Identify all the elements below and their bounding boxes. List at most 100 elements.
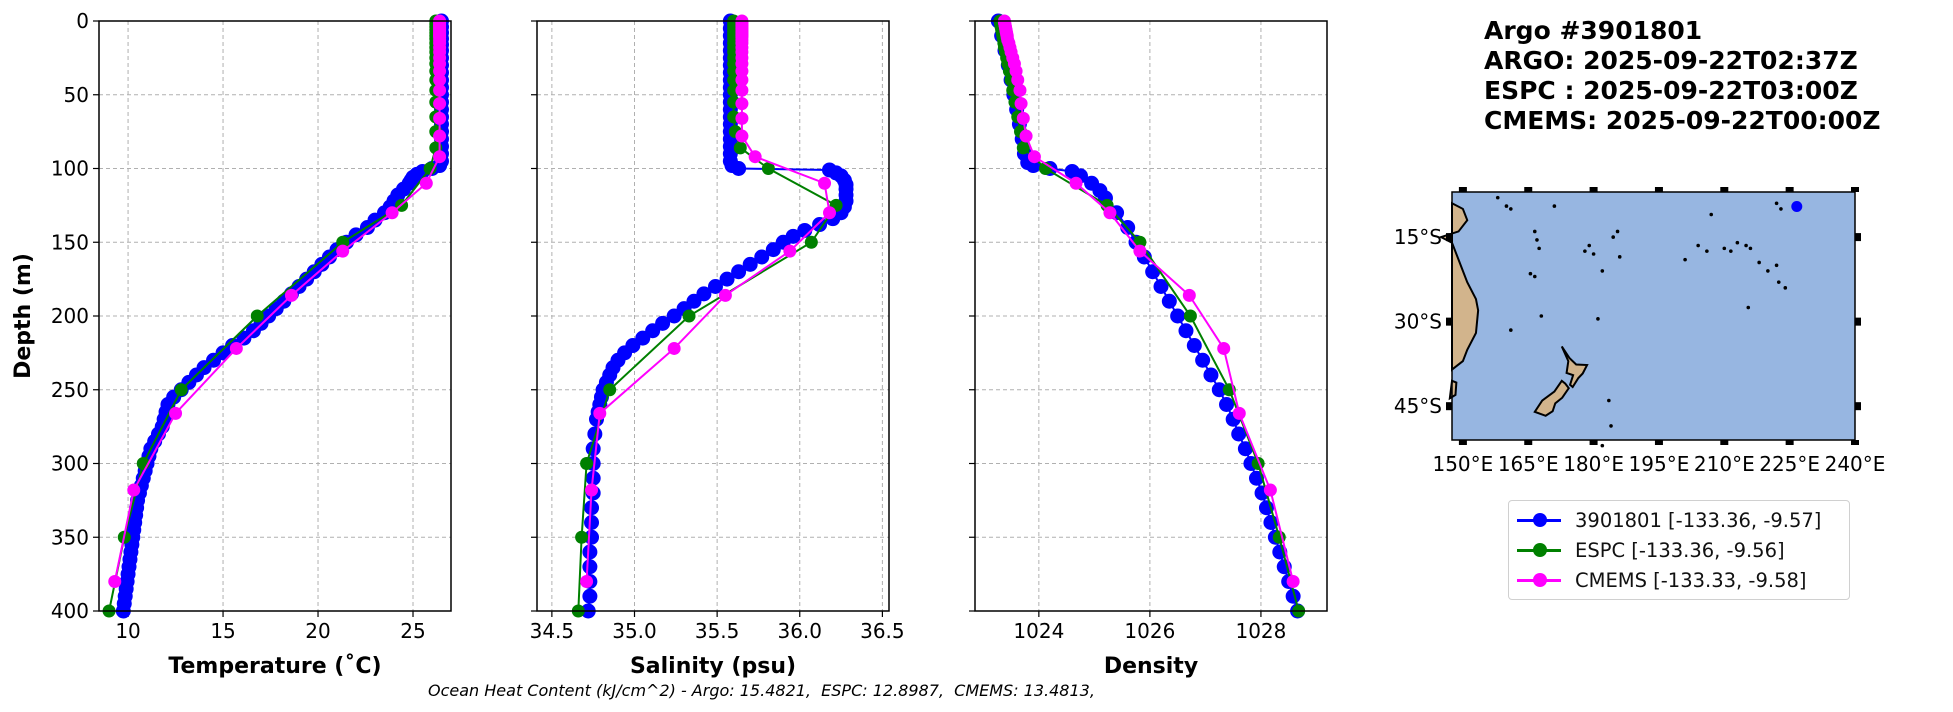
argo-point bbox=[707, 279, 723, 294]
cmems-point bbox=[735, 73, 749, 87]
cmems-point bbox=[1133, 244, 1147, 258]
argo-point bbox=[1203, 367, 1219, 383]
argo-point bbox=[1219, 397, 1235, 412]
legend-item-argo: 3901801 [-133.36, -9.57] bbox=[1517, 506, 1821, 534]
island-marker bbox=[1709, 212, 1714, 217]
cmems-point bbox=[783, 244, 797, 258]
argo-point bbox=[719, 271, 735, 287]
cmems-point bbox=[433, 111, 447, 125]
legend-label: 3901801 [-133.36, -9.57] bbox=[1575, 508, 1822, 532]
map-frame bbox=[1451, 191, 1856, 441]
x-tick-label: 1024 bbox=[1013, 619, 1064, 643]
map-lon-label: 180°E bbox=[1563, 452, 1624, 476]
new-zealand-north-island bbox=[1560, 345, 1589, 389]
map-tick bbox=[1589, 440, 1598, 445]
cmems-point bbox=[385, 206, 399, 220]
cmems-point bbox=[336, 244, 350, 258]
map-lon-label: 210°E bbox=[1694, 452, 1755, 476]
cmems-point bbox=[433, 150, 447, 164]
cmems-point bbox=[169, 406, 183, 420]
island-marker bbox=[1615, 229, 1620, 234]
espc-time: ESPC : 2025-09-22T03:00Z bbox=[1484, 76, 1858, 105]
legend-item-espc: ESPC [-133.36, -9.56] bbox=[1517, 536, 1785, 564]
cmems-point bbox=[1286, 575, 1300, 588]
island-marker bbox=[1607, 398, 1611, 403]
argo-point bbox=[731, 161, 747, 176]
map-tick bbox=[1855, 233, 1861, 242]
island-marker bbox=[1776, 280, 1781, 284]
argo-point bbox=[1285, 588, 1301, 604]
island-marker bbox=[1504, 204, 1509, 208]
espc-point bbox=[423, 162, 437, 175]
island-marker bbox=[1587, 243, 1592, 248]
espc-point bbox=[761, 162, 775, 175]
argo-line bbox=[997, 20, 1299, 612]
island-marker bbox=[1735, 240, 1740, 245]
island-marker bbox=[1495, 195, 1500, 200]
cmems-point bbox=[433, 83, 447, 97]
island-marker bbox=[1535, 238, 1539, 242]
map-lon-label: 240°E bbox=[1825, 452, 1886, 476]
cmems-point bbox=[229, 341, 243, 355]
espc-point bbox=[250, 309, 264, 323]
island-marker bbox=[1596, 317, 1600, 321]
island-marker bbox=[1509, 328, 1513, 332]
x-tick-label: 34.5 bbox=[530, 619, 575, 643]
espc-point bbox=[603, 383, 617, 397]
argo-point bbox=[812, 217, 828, 233]
map-tick bbox=[1589, 187, 1598, 192]
espc-point bbox=[682, 309, 696, 323]
argo-point bbox=[1248, 470, 1264, 486]
map-tick bbox=[1855, 402, 1861, 411]
island-marker bbox=[1705, 249, 1709, 253]
cmems-point bbox=[718, 288, 732, 302]
float-title: Argo #3901801 bbox=[1484, 16, 1703, 45]
map-lon-label: 195°E bbox=[1629, 452, 1690, 476]
cmems-line bbox=[1003, 21, 1295, 582]
density-panel: 1024 1026 1028 Density bbox=[969, 13, 1328, 679]
y-axis-label: Depth (m) bbox=[11, 253, 36, 379]
cmems-point bbox=[1182, 288, 1196, 302]
island-marker bbox=[1532, 274, 1537, 279]
cmems-point bbox=[593, 406, 607, 420]
island-marker bbox=[1774, 201, 1779, 206]
argo-point bbox=[666, 308, 682, 324]
map-tick bbox=[1654, 187, 1663, 192]
cmems-point bbox=[735, 83, 749, 97]
island-marker bbox=[1600, 269, 1605, 273]
x-tick-label: 36.5 bbox=[860, 619, 905, 643]
map-tick bbox=[1785, 187, 1794, 192]
island-marker bbox=[1696, 243, 1700, 248]
espc-point bbox=[1183, 309, 1197, 323]
argo-point bbox=[765, 242, 781, 258]
argo-point bbox=[1211, 382, 1227, 398]
island-marker bbox=[1532, 229, 1537, 234]
argo-point bbox=[742, 256, 758, 272]
tasmania-landmass bbox=[1448, 379, 1458, 401]
argo-point bbox=[731, 264, 747, 280]
argo-point bbox=[1153, 279, 1169, 294]
island-marker bbox=[1509, 207, 1513, 211]
map-tick bbox=[1851, 187, 1859, 192]
x-tick-label: 10 bbox=[115, 619, 140, 643]
espc-point bbox=[580, 457, 594, 470]
island-marker bbox=[1757, 260, 1761, 265]
ocean-heat-content-note: Ocean Heat Content (kJ/cm^2) - Argo: 15.… bbox=[428, 681, 1095, 700]
island-marker bbox=[1748, 246, 1753, 251]
island-marker bbox=[1528, 271, 1533, 276]
map-tick bbox=[1720, 187, 1729, 192]
y-tick-label: 350 bbox=[51, 525, 89, 549]
argo-time: ARGO: 2025-09-22T02:37Z bbox=[1484, 46, 1858, 75]
map-tick bbox=[1446, 317, 1452, 326]
map-lat-label: 45°S bbox=[1394, 394, 1442, 418]
cmems-point bbox=[818, 176, 832, 190]
argo-point bbox=[582, 544, 598, 560]
island-marker bbox=[1729, 249, 1733, 253]
cmems-point bbox=[433, 97, 447, 111]
map-tick bbox=[1785, 440, 1794, 445]
cmems-point bbox=[1016, 111, 1030, 125]
cmems-point bbox=[580, 575, 594, 588]
argo-point bbox=[1195, 352, 1211, 368]
espc-point bbox=[1016, 141, 1030, 155]
argo-point bbox=[1170, 308, 1186, 324]
